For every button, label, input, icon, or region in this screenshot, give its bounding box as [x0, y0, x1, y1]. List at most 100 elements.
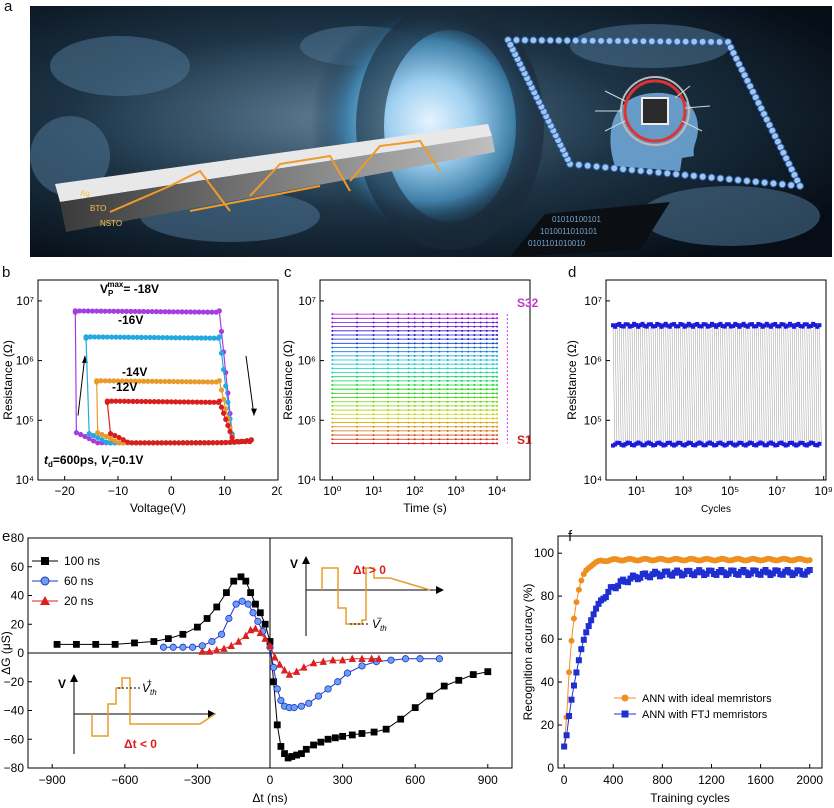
d-lrs-point — [615, 440, 620, 445]
bead — [529, 36, 538, 45]
c-state-point — [413, 317, 416, 320]
c-state-point — [485, 333, 488, 336]
d-lrs-point — [815, 443, 820, 448]
c-state-point — [386, 404, 389, 407]
c-state-point — [438, 350, 441, 353]
b-point--12V — [189, 440, 195, 446]
e-point-60-ns — [324, 685, 332, 693]
c-state-point — [430, 367, 433, 370]
c-state-point — [331, 421, 334, 424]
c-state-point — [446, 342, 449, 345]
d-switch-line — [804, 324, 807, 445]
d-hrs-point — [733, 321, 738, 326]
f-point-1 — [588, 617, 595, 624]
c-state-point — [430, 325, 433, 328]
d-lrs-point — [697, 440, 702, 445]
c-state-point — [479, 413, 482, 416]
c-state-point — [473, 413, 476, 416]
c-state-point — [485, 363, 488, 366]
d-hrs-point — [665, 323, 670, 328]
d-hrs-point — [644, 324, 649, 329]
c-state-point — [356, 400, 359, 403]
d-hrs-point — [781, 322, 786, 327]
bead — [605, 37, 614, 45]
c-state-point — [430, 363, 433, 366]
c-state-point — [438, 421, 441, 424]
c-state-point — [454, 313, 457, 316]
e-point-60-ns — [273, 685, 281, 693]
c-state-point — [372, 367, 375, 370]
e-point-20-ns — [251, 624, 260, 632]
e-point-100-ns — [242, 577, 250, 585]
c-state-point — [331, 329, 334, 332]
c-xtick-label: 10⁰ — [323, 484, 341, 498]
c-state-point — [331, 325, 334, 328]
d-switch-line — [730, 326, 734, 443]
e-point-60-ns — [401, 655, 410, 663]
f-xtick-label: 1200 — [698, 773, 725, 787]
d-switch-line — [694, 324, 698, 446]
c-state-point — [430, 371, 433, 374]
c-state-point — [386, 329, 389, 332]
c-state-point — [473, 367, 476, 370]
d-switch-line — [777, 326, 780, 446]
f-point-1 — [570, 682, 577, 689]
c-state-point — [331, 409, 334, 412]
b-point--12V — [133, 440, 139, 446]
e-point-20-ns — [213, 645, 221, 654]
c-state-point — [356, 434, 359, 437]
c-state-point — [473, 375, 476, 378]
c-state-point — [438, 384, 441, 387]
c-ytick-label: 10⁴ — [297, 473, 316, 487]
e-point-60-ns — [249, 609, 257, 617]
d-hrs-point — [800, 324, 805, 329]
c-state-point — [430, 438, 433, 441]
bead — [563, 36, 572, 45]
c-state-point — [485, 429, 488, 432]
d-switch-line — [756, 326, 759, 446]
c-state-point — [461, 392, 464, 395]
f-y-axis-label: Recognition accuracy (%) — [521, 584, 535, 721]
c-state-point — [446, 429, 449, 432]
b-point--12V — [223, 439, 229, 446]
d-switch-line — [667, 325, 670, 443]
c-state-point — [496, 425, 499, 428]
b-point--12V — [214, 440, 220, 446]
d-switch-line — [699, 326, 702, 443]
c-state-point — [372, 425, 375, 428]
label-s1: S1 — [517, 433, 532, 447]
d-lrs-point — [640, 443, 645, 448]
e-point-100-ns — [270, 678, 278, 686]
c-state-point — [446, 421, 449, 424]
c-state-point — [491, 313, 494, 316]
b-point--12V — [216, 398, 222, 404]
d-hrs-point — [686, 321, 691, 326]
b-point--14V — [192, 379, 198, 385]
c-state-point — [430, 404, 433, 407]
c-state-point — [372, 325, 375, 328]
b-xtick-label: 0 — [168, 484, 175, 498]
c-state-point — [356, 379, 359, 382]
c-state-point — [386, 367, 389, 370]
b-point--18V — [158, 309, 164, 315]
b-point--12V — [120, 437, 126, 443]
d-lrs-point — [617, 440, 622, 445]
f-xtick-label: 1600 — [747, 773, 774, 787]
c-state-point — [467, 392, 470, 395]
d-lrs-point — [811, 441, 816, 446]
d-xtick-label: 10¹ — [628, 484, 645, 498]
c-state-point — [479, 363, 482, 366]
c-state-point — [407, 375, 410, 378]
d-lrs-point — [743, 443, 748, 448]
c-state-point — [331, 333, 334, 336]
c-state-point — [397, 434, 400, 437]
f-point-1 — [590, 611, 597, 618]
d-switch-line — [614, 326, 618, 445]
b-point--12V — [137, 440, 143, 446]
c-state-point — [397, 388, 400, 391]
e-point-60-ns — [232, 600, 240, 608]
c-state-point — [331, 417, 334, 420]
c-state-point — [461, 338, 464, 341]
c-state-point — [461, 375, 464, 378]
d-lrs-point — [680, 442, 685, 447]
